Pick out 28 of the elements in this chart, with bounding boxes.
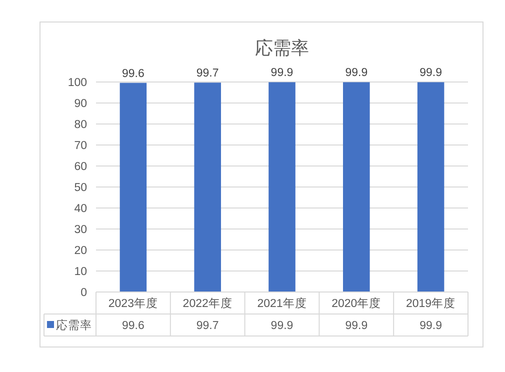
y-tick-label: 50	[74, 182, 87, 194]
text: 99.9	[345, 67, 368, 80]
y-tick-label: 20	[74, 245, 87, 257]
text: 99.9	[420, 67, 442, 80]
chart-title: 応需率	[255, 38, 309, 58]
data-label: 99.6	[122, 320, 144, 332]
x-tick-label: 2022年度	[182, 296, 232, 310]
text: 99.6	[122, 68, 144, 80]
data-label: 99.9	[270, 320, 294, 332]
y-tick-label: 30	[74, 224, 87, 236]
data-label: 99.9	[345, 320, 368, 332]
y-tick-label: 70	[74, 140, 87, 152]
y-tick-label: 80	[74, 119, 87, 131]
x-tick-label: 2023年度	[108, 296, 158, 310]
x-tick-label: 2021年度	[257, 296, 307, 310]
y-tick-label: 90	[74, 98, 87, 110]
text: 99.9	[270, 67, 294, 80]
data-label: 99.7	[196, 320, 219, 332]
data-label: 99.9	[420, 320, 442, 332]
y-tick-label: 10	[74, 266, 87, 278]
y-tick-label: 0	[80, 287, 87, 299]
y-tick-label: 40	[74, 203, 87, 215]
text: 99.7	[196, 68, 219, 80]
x-tick-label: 2020年度	[332, 296, 382, 310]
x-tick-label: 2019年度	[406, 296, 456, 310]
y-tick-label: 60	[74, 161, 87, 173]
y-tick-label: 100	[68, 77, 87, 89]
legend-label: 応需率	[56, 318, 92, 332]
